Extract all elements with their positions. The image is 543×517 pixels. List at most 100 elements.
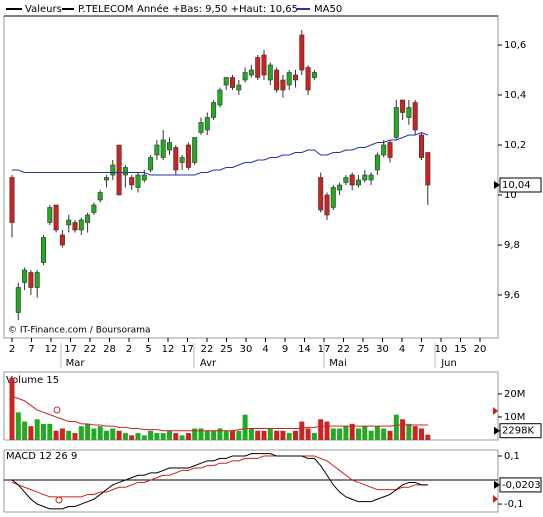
candle-body [116, 144, 122, 196]
volume-bar [41, 423, 46, 440]
candle-body [374, 154, 380, 171]
volume-bar [154, 433, 160, 440]
candle-body [53, 204, 59, 231]
candle-body [66, 219, 72, 226]
volume-bar [185, 433, 191, 440]
candle-body [141, 174, 147, 181]
date-tick-label: 4 [262, 344, 268, 355]
date-tick-label: 5 [145, 344, 151, 355]
candle-body [255, 57, 261, 78]
volume-bar [204, 430, 210, 440]
date-tick-label: 28 [103, 344, 116, 355]
volume-bar [362, 426, 368, 440]
candle-body [330, 187, 336, 208]
date-tick-label: 10 [435, 344, 448, 355]
candle-body [368, 174, 374, 181]
volume-bar [248, 428, 254, 440]
volume-ma-line [11, 395, 428, 432]
macd-signal-line [11, 455, 428, 498]
candle-body [286, 72, 292, 86]
date-tick-label: 17 [181, 344, 194, 355]
volume-bar [393, 414, 399, 440]
date-tick-label: 25 [357, 344, 370, 355]
candle-body [381, 144, 387, 156]
volume-bar [173, 433, 179, 440]
volume-bar [255, 430, 261, 440]
candle-body [387, 142, 393, 158]
volume-bar [236, 430, 242, 440]
volume-bar [343, 426, 349, 440]
last-volume-arrow [494, 426, 500, 435]
date-tick-label: 30 [376, 344, 389, 355]
symbol: P.TELECOM [78, 4, 133, 15]
volume-bar [349, 423, 355, 440]
date-tick-label: 9 [282, 344, 288, 355]
volume-bar [419, 428, 424, 440]
volume-bar [22, 421, 28, 440]
date-tick-label: 7 [418, 344, 424, 355]
volume-bar [198, 428, 204, 440]
candle-body [192, 137, 198, 163]
date-tick-label: 12 [162, 344, 175, 355]
candle-body [91, 204, 97, 213]
month-label: Mar [66, 358, 86, 369]
volume-bar [387, 430, 393, 440]
candle-body [418, 134, 424, 158]
last-price: 10,04 [502, 180, 531, 191]
month-label: Avr [200, 358, 217, 369]
date-tick-label: 30 [240, 344, 253, 355]
candle-body [72, 222, 78, 231]
volume-bar [85, 423, 91, 440]
candle-body [129, 177, 135, 186]
volume-bar [78, 426, 84, 440]
volume-bar [324, 421, 330, 440]
last-volume: 2298K [502, 426, 534, 437]
volume-bar [368, 430, 374, 440]
volume-tick-label: 20M [504, 389, 525, 400]
volume-bar [53, 430, 59, 440]
volume-bar [356, 428, 361, 440]
volume-bar [381, 428, 387, 440]
candle-body [122, 167, 128, 176]
volume-bar [337, 428, 343, 440]
volume-bar [192, 428, 198, 440]
volume-bar [311, 433, 317, 440]
candle-body [185, 144, 191, 168]
date-tick-label: 7 [28, 344, 34, 355]
range-text: Année +Bas: 9,50 +Haut: 10,65 [137, 3, 298, 15]
candle-body [40, 237, 46, 263]
price-tick-label: 10,6 [504, 40, 526, 51]
candle-body [15, 287, 21, 313]
candle-body [104, 177, 110, 181]
date-tick-label: 15 [454, 344, 467, 355]
date-tick-label: 22 [201, 344, 214, 355]
volume-bar [28, 426, 34, 440]
month-label: Jun [440, 358, 457, 369]
candle-body [412, 102, 418, 131]
candle-body [280, 79, 286, 91]
volume-bar [167, 430, 172, 440]
candle-body [28, 272, 34, 288]
candle-body [267, 64, 273, 81]
candle-body [34, 272, 40, 288]
ma-label: MA50 [314, 4, 342, 15]
date-tick-label: 4 [399, 344, 405, 355]
volume-bar [116, 430, 122, 440]
candle-body [223, 77, 229, 86]
price-tick-label: 9,8 [504, 240, 520, 251]
last-macd-arrow [494, 480, 500, 489]
ma50-line [12, 131, 428, 176]
marker [493, 407, 498, 415]
volume-bar [15, 412, 21, 440]
price-tick-label: 10 [504, 190, 517, 201]
volume-bar [9, 377, 15, 440]
candle-body [337, 184, 343, 191]
source: © IT-Finance.com / Boursorama [8, 326, 150, 336]
candle-body [173, 147, 179, 171]
candle-body [22, 269, 28, 283]
candle-body [261, 54, 267, 76]
volume-bar [59, 428, 65, 440]
volume-bar [299, 421, 305, 440]
candle-body [248, 69, 254, 76]
volume-tick-label: 10M [504, 412, 525, 423]
